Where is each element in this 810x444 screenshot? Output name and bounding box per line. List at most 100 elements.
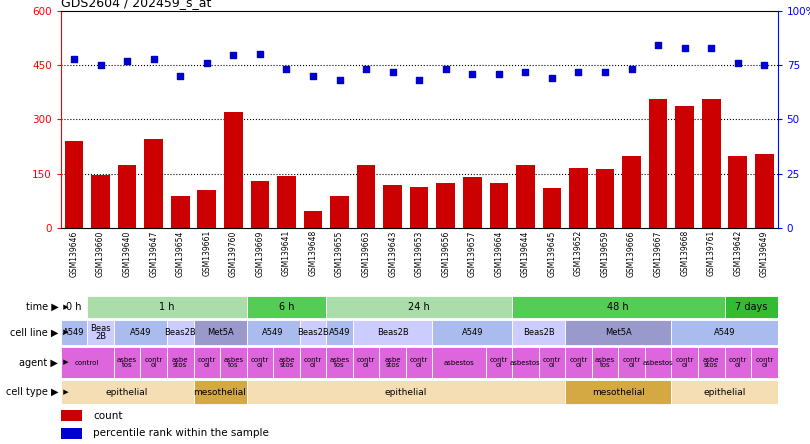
Point xyxy=(572,68,585,75)
Bar xyxy=(246,347,273,378)
Text: Met5A: Met5A xyxy=(605,328,632,337)
Bar xyxy=(698,347,724,378)
Text: GSM139660: GSM139660 xyxy=(96,230,105,277)
Text: asbe
stos: asbe stos xyxy=(385,357,401,368)
Bar xyxy=(724,296,778,318)
Point xyxy=(174,72,187,79)
Point xyxy=(147,55,160,62)
Bar xyxy=(592,347,618,378)
Text: asbe
stos: asbe stos xyxy=(278,357,295,368)
Text: contr
ol: contr ol xyxy=(144,357,163,368)
Point xyxy=(227,52,240,59)
Bar xyxy=(273,347,300,378)
Bar xyxy=(569,168,588,228)
Text: GSM139664: GSM139664 xyxy=(494,230,503,277)
Text: contr
ol: contr ol xyxy=(410,357,428,368)
Bar xyxy=(167,347,194,378)
Bar xyxy=(61,296,87,318)
Text: Met5A: Met5A xyxy=(207,328,233,337)
Point xyxy=(67,55,80,62)
Bar xyxy=(433,347,485,378)
Point xyxy=(466,70,479,77)
Text: Beas2B: Beas2B xyxy=(377,328,408,337)
Text: ▶: ▶ xyxy=(61,389,68,395)
Bar xyxy=(224,112,243,228)
Text: epithelial: epithelial xyxy=(703,388,746,396)
Text: contr
ol: contr ol xyxy=(490,357,508,368)
Bar xyxy=(671,320,778,345)
Text: asbe
stos: asbe stos xyxy=(172,357,189,368)
Bar xyxy=(356,165,375,228)
Text: A549: A549 xyxy=(130,328,151,337)
Text: GSM139653: GSM139653 xyxy=(415,230,424,277)
Text: GSM139655: GSM139655 xyxy=(335,230,344,277)
Point xyxy=(545,75,558,82)
Bar xyxy=(300,320,326,345)
Text: 7 days: 7 days xyxy=(735,302,767,312)
Text: GSM139654: GSM139654 xyxy=(176,230,185,277)
Bar xyxy=(379,347,406,378)
Text: asbestos: asbestos xyxy=(643,360,673,365)
Bar xyxy=(144,139,163,228)
Point xyxy=(731,59,744,67)
Text: A549: A549 xyxy=(462,328,483,337)
Bar xyxy=(61,410,83,421)
Point xyxy=(280,66,293,73)
Text: contr
ol: contr ol xyxy=(198,357,216,368)
Text: GSM139667: GSM139667 xyxy=(654,230,663,277)
Text: time ▶: time ▶ xyxy=(26,302,58,312)
Text: GSM139640: GSM139640 xyxy=(122,230,131,277)
Bar xyxy=(198,190,216,228)
Bar xyxy=(140,347,167,378)
Bar xyxy=(246,296,326,318)
Text: ▶: ▶ xyxy=(61,304,68,310)
Text: GSM139659: GSM139659 xyxy=(600,230,609,277)
Bar xyxy=(194,347,220,378)
Text: Beas
2B: Beas 2B xyxy=(90,324,111,341)
Bar xyxy=(65,141,83,228)
Bar xyxy=(87,296,246,318)
Text: asbe
stos: asbe stos xyxy=(703,357,719,368)
Bar xyxy=(565,320,671,345)
Bar xyxy=(489,183,508,228)
Text: ▶: ▶ xyxy=(61,360,68,365)
Bar xyxy=(330,196,349,228)
Bar xyxy=(61,380,194,404)
Bar xyxy=(618,347,645,378)
Point xyxy=(386,68,399,75)
Point xyxy=(94,62,107,69)
Bar xyxy=(622,156,641,228)
Text: A549: A549 xyxy=(714,328,735,337)
Bar xyxy=(728,156,747,228)
Text: GSM139663: GSM139663 xyxy=(361,230,371,277)
Text: ▶: ▶ xyxy=(61,329,68,336)
Bar xyxy=(512,320,565,345)
Bar xyxy=(433,320,512,345)
Text: asbes
tos: asbes tos xyxy=(595,357,615,368)
Text: GSM139666: GSM139666 xyxy=(627,230,636,277)
Text: contr
ol: contr ol xyxy=(622,357,641,368)
Point xyxy=(413,77,426,84)
Text: contr
ol: contr ol xyxy=(251,357,269,368)
Point xyxy=(758,62,771,69)
Bar xyxy=(463,178,482,228)
Text: A549: A549 xyxy=(329,328,350,337)
Text: GSM139656: GSM139656 xyxy=(441,230,450,277)
Text: asbestos: asbestos xyxy=(510,360,541,365)
Text: asbes
tos: asbes tos xyxy=(117,357,137,368)
Point xyxy=(254,51,266,58)
Bar xyxy=(724,347,751,378)
Bar xyxy=(755,154,774,228)
Bar xyxy=(167,320,194,345)
Text: count: count xyxy=(93,411,122,421)
Bar xyxy=(326,320,353,345)
Bar xyxy=(114,347,140,378)
Text: GSM139657: GSM139657 xyxy=(468,230,477,277)
Point xyxy=(625,66,638,73)
Text: mesothelial: mesothelial xyxy=(592,388,645,396)
Point xyxy=(678,44,691,51)
Text: agent ▶: agent ▶ xyxy=(19,357,58,368)
Bar xyxy=(250,181,269,228)
Bar xyxy=(485,347,512,378)
Text: contr
ol: contr ol xyxy=(676,357,694,368)
